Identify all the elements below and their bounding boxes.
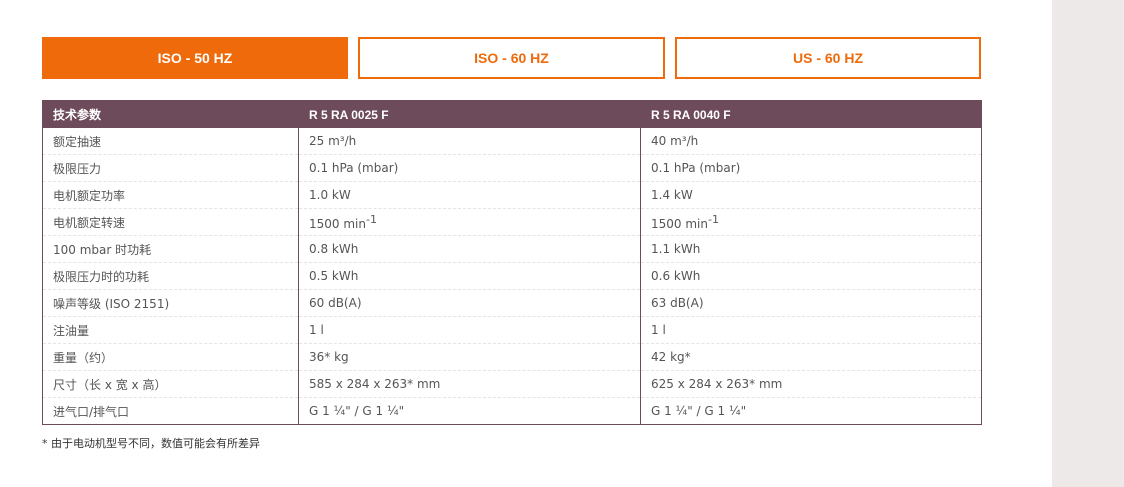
side-panel (1052, 0, 1124, 487)
cell-text: G 1 ¼" / G 1 ¼" (651, 404, 747, 418)
cell-text: 1.0 kW (309, 188, 351, 202)
table-row: 重量（约） 36* kg 42 kg* (42, 343, 982, 371)
table-row: 电机额定转速 1500 min-1 1500 min-1 (42, 208, 982, 236)
cell-text: 注油量 (53, 323, 90, 338)
cell-value: 0.1 hPa (mbar) (298, 154, 641, 182)
row-label: 100 mbar 时功耗 (42, 235, 299, 263)
table-row: 进气口/排气口 G 1 ¼" / G 1 ¼" G 1 ¼" / G 1 ¼" (43, 397, 982, 425)
cell-value: G 1 ¼" / G 1 ¼" (640, 397, 982, 425)
cell-text: 1500 min (309, 217, 366, 231)
cell-text: 额定抽速 (53, 134, 102, 149)
cell-text: 0.6 kWh (651, 269, 701, 283)
row-label: 极限压力 (42, 154, 299, 182)
row-label: 电机额定转速 (42, 208, 299, 236)
cell-value: 1500 min-1 (640, 208, 982, 236)
cell-text: 0.5 kWh (309, 269, 359, 283)
table-header-row: 技术参数 R 5 RA 0025 F R 5 RA 0040 F (42, 100, 982, 128)
cell-value: 625 x 284 x 263* mm (640, 370, 982, 398)
cell-text: 25 m³/h (309, 134, 357, 148)
cell-value: 36* kg (298, 343, 641, 371)
cell-text: 40 m³/h (651, 134, 699, 148)
table-row: 额定抽速 25 m³/h 40 m³/h (42, 128, 982, 155)
cell-text: G 1 ¼" / G 1 ¼" (309, 404, 405, 418)
cell-value: G 1 ¼" / G 1 ¼" (298, 397, 641, 425)
exponent: -1 (707, 213, 719, 226)
row-label: 噪声等级 (ISO 2151) (42, 289, 299, 317)
cell-text: 进气口/排气口 (53, 404, 130, 419)
cell-text: 60 dB(A) (309, 296, 362, 310)
cell-value: 0.5 kWh (298, 262, 641, 290)
cell-value: 1.1 kWh (640, 235, 982, 263)
cell-text: 585 x 284 x 263* mm (309, 377, 441, 391)
cell-text: 63 dB(A) (651, 296, 704, 310)
cell-text: 噪声等级 (ISO 2151) (53, 296, 170, 311)
cell-value: 0.6 kWh (640, 262, 982, 290)
cell-text: 1 l (651, 323, 666, 337)
tab-us-60hz[interactable]: US - 60 HZ (675, 37, 981, 79)
cell-value: 1.4 kW (640, 181, 982, 209)
cell-value: 60 dB(A) (298, 289, 641, 317)
row-label: 进气口/排气口 (43, 398, 299, 425)
header-model-0025: R 5 RA 0025 F (298, 100, 641, 128)
cell-text: 1.4 kW (651, 188, 693, 202)
cell-text: 1.1 kWh (651, 242, 701, 256)
cell-value: 42 kg* (640, 343, 982, 371)
table-row: 尺寸（长 x 宽 x 高） 585 x 284 x 263* mm 625 x 28… (42, 370, 982, 398)
cell-text: 极限压力 (53, 161, 102, 176)
tab-iso-50hz[interactable]: ISO - 50 HZ (42, 37, 348, 79)
cell-value: 40 m³/h (640, 128, 982, 155)
row-label: 极限压力时的功耗 (42, 262, 299, 290)
table-row: 100 mbar 时功耗 0.8 kWh 1.1 kWh (42, 235, 982, 263)
cell-value: 1500 min-1 (298, 208, 641, 236)
cell-text: 尺寸（长 x 宽 x 高） (53, 377, 167, 392)
row-label: 重量（约） (42, 343, 299, 371)
cell-value: 1 l (640, 316, 982, 344)
cell-text: 0.1 hPa (mbar) (651, 161, 741, 175)
header-model-0040: R 5 RA 0040 F (640, 100, 982, 128)
table-row: 极限压力 0.1 hPa (mbar) 0.1 hPa (mbar) (42, 154, 982, 182)
row-label: 注油量 (42, 316, 299, 344)
table-row: 噪声等级 (ISO 2151) 60 dB(A) 63 dB(A) (42, 289, 982, 317)
table-row: 注油量 1 l 1 l (42, 316, 982, 344)
cell-text: 0.1 hPa (mbar) (309, 161, 399, 175)
cell-value: 1.0 kW (298, 181, 641, 209)
spec-table: 技术参数 R 5 RA 0025 F R 5 RA 0040 F 额定抽速 25 … (42, 100, 982, 425)
table-row: 电机额定功率 1.0 kW 1.4 kW (42, 181, 982, 209)
row-label: 额定抽速 (42, 128, 299, 155)
cell-text: 36* kg (309, 350, 349, 364)
exponent: -1 (365, 213, 377, 226)
footnote: * 由于电动机型号不同，数值可能会有所差异 (42, 437, 260, 450)
cell-text: 电机额定转速 (53, 215, 126, 230)
header-parameter: 技术参数 (42, 100, 299, 128)
cell-value: 0.1 hPa (mbar) (640, 154, 982, 182)
cell-text: 0.8 kWh (309, 242, 359, 256)
cell-text: 重量（约） (53, 350, 114, 365)
cell-text: 42 kg* (651, 350, 691, 364)
cell-value: 63 dB(A) (640, 289, 982, 317)
cell-text: 1500 min (651, 217, 708, 231)
row-label: 电机额定功率 (42, 181, 299, 209)
cell-value: 1 l (298, 316, 641, 344)
cell-text: 电机额定功率 (53, 188, 126, 203)
row-label: 尺寸（长 x 宽 x 高） (42, 370, 299, 398)
cell-value: 25 m³/h (298, 128, 641, 155)
tab-iso-60hz[interactable]: ISO - 60 HZ (358, 37, 665, 79)
table-row: 极限压力时的功耗 0.5 kWh 0.6 kWh (42, 262, 982, 290)
cell-value: 585 x 284 x 263* mm (298, 370, 641, 398)
cell-value: 0.8 kWh (298, 235, 641, 263)
cell-text: 100 mbar 时功耗 (53, 242, 152, 257)
cell-text: 1 l (309, 323, 324, 337)
cell-text: 625 x 284 x 263* mm (651, 377, 783, 391)
cell-text: 极限压力时的功耗 (53, 269, 150, 284)
